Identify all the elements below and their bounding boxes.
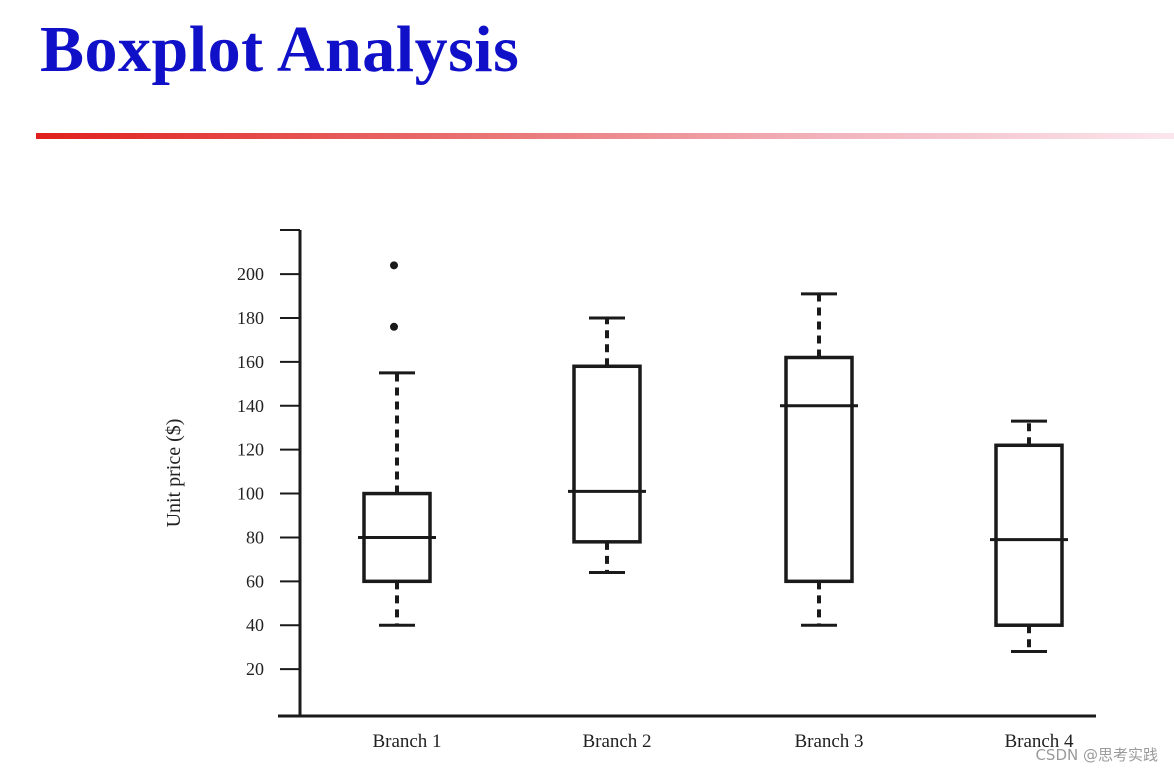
outlier-point: [390, 261, 398, 270]
y-tick-label: 180: [237, 308, 264, 328]
y-tick-label: 40: [246, 615, 264, 635]
boxplot-series: [358, 261, 1068, 654]
x-axis-category-labels: Branch 1 Branch 2 Branch 3 Branch 4: [372, 731, 1074, 752]
chart-axes: [278, 229, 1096, 718]
y-tick-label: 80: [246, 527, 264, 547]
y-tick-label: 140: [237, 396, 264, 416]
x-category-label: Branch 1: [372, 731, 441, 752]
iqr-box: [994, 443, 1064, 627]
watermark: CSDN @思考实践: [1035, 746, 1158, 764]
iqr-box: [784, 355, 854, 584]
y-tick-label: 160: [237, 352, 264, 372]
y-tick-label: 60: [246, 571, 264, 591]
y-axis-ticks: 20 40 60 80 100 120 140 160 180 200: [237, 264, 300, 679]
x-category-label: Branch 4: [1004, 731, 1074, 752]
iqr-box: [572, 364, 642, 544]
y-tick-label: 20: [246, 659, 264, 679]
box-4: [990, 419, 1068, 654]
slide-title: Boxplot Analysis: [40, 13, 520, 86]
box-2: [568, 316, 646, 575]
box-3: [780, 292, 858, 627]
x-category-label: Branch 2: [582, 731, 651, 752]
y-tick-label: 120: [237, 440, 264, 460]
y-tick-label: 200: [237, 264, 264, 284]
y-tick-label: 100: [237, 484, 264, 504]
x-category-label: Branch 3: [794, 731, 863, 752]
box-1: [358, 261, 436, 627]
outlier-point: [390, 322, 398, 331]
title-divider: [36, 133, 1174, 139]
y-axis-title: Unit price ($): [163, 419, 185, 528]
